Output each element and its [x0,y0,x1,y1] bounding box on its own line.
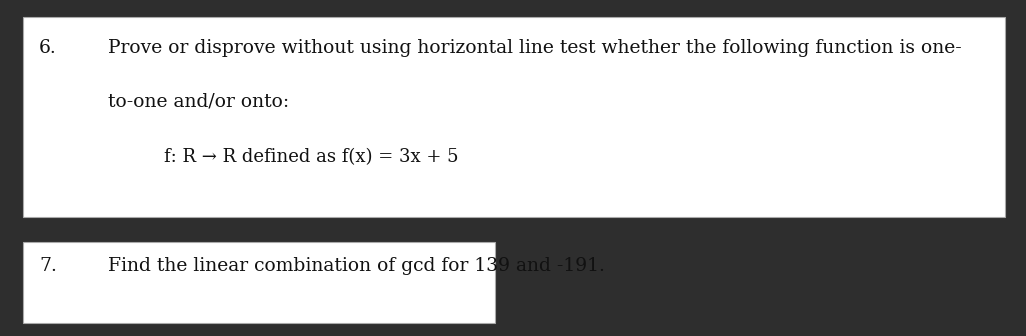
Text: to-one and/or onto:: to-one and/or onto: [108,92,289,111]
Text: 7.: 7. [39,257,56,275]
Bar [0,0,1026,45]
Bar [23,242,495,323]
Bar [23,17,1005,217]
Text: Find the linear combination of gcd for 139 and -191.: Find the linear combination of gcd for 1… [108,257,604,275]
Text: f: R → R defined as f(x) = 3x + 5: f: R → R defined as f(x) = 3x + 5 [164,148,459,166]
Text: 6.: 6. [39,39,56,57]
Text: Prove or disprove without using horizontal line test whether the following funct: Prove or disprove without using horizont… [108,39,961,57]
